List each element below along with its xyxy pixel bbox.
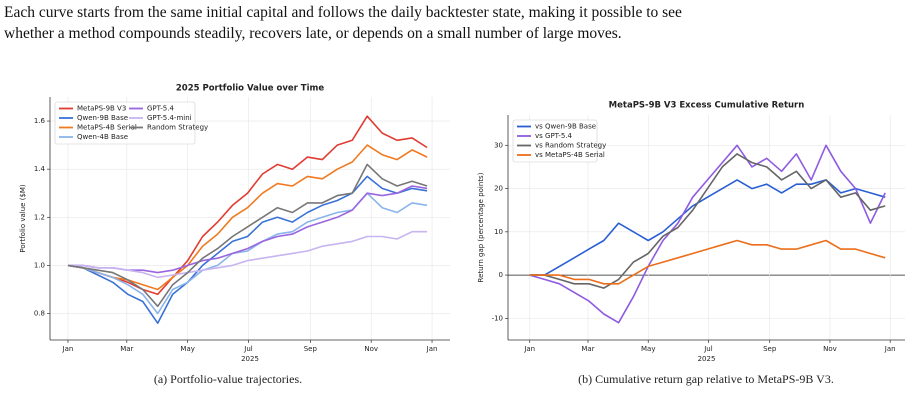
figure-caption: (b) Cumulative return gap relative to Me…	[578, 372, 834, 386]
y-axis-label: Portfolio value ($M)	[19, 184, 27, 253]
series-line	[67, 192, 428, 315]
paragraph: Each curve starts from the same initial …	[4, 2, 682, 44]
legend-label: MetaPS-4B Serial	[77, 124, 137, 132]
x-axis-label: 2025	[241, 355, 259, 363]
legend-label: vs GPT-5.4	[535, 132, 572, 140]
x-tick-label: Sep	[304, 345, 318, 353]
y-tick-label: 0	[499, 271, 503, 279]
paragraph-line: Each curve starts from the same initial …	[4, 4, 682, 21]
x-tick-label: Nov	[823, 345, 837, 353]
chart-title: MetaPS-9B V3 Excess Cumulative Return	[609, 101, 805, 111]
legend-label: GPT-5.4-mini	[147, 114, 192, 122]
y-tick-label: 1.4	[34, 165, 46, 173]
legend-label: GPT-5.4	[147, 105, 174, 113]
x-axis-label: 2025	[698, 355, 716, 363]
x-tick-label: Jan	[426, 345, 438, 353]
y-tick-label: 30	[494, 141, 503, 149]
legend-label: Random Strategy	[147, 124, 208, 132]
series-line	[68, 230, 428, 279]
x-tick-label: May	[641, 345, 655, 353]
legend-label: Qwen-9B Base	[77, 114, 128, 122]
series-line	[67, 115, 428, 296]
x-tick-label: Jan	[884, 345, 896, 353]
y-tick-label: 10	[494, 228, 503, 236]
legend-label: vs MetaPS-4B Serial	[535, 151, 605, 159]
series-line	[529, 153, 886, 289]
x-tick-label: Jul	[243, 345, 253, 353]
x-tick-label: Jan	[523, 345, 535, 353]
x-tick-label: Sep	[763, 345, 777, 353]
x-tick-label: Jul	[703, 345, 713, 353]
x-tick-label: Mar	[120, 345, 133, 353]
legend-box	[54, 101, 196, 145]
y-tick-label: 1.2	[34, 213, 45, 221]
legend-label: MetaPS-9B V3	[77, 105, 126, 113]
y-tick-label: 20	[494, 185, 503, 193]
chart-title: 2025 Portfolio Value over Time	[176, 84, 325, 94]
series-line	[529, 179, 886, 276]
x-tick-label: Nov	[364, 345, 378, 353]
y-tick-label: 1.6	[34, 117, 46, 125]
y-tick-label: -10	[492, 314, 503, 322]
y-tick-label: 0.8	[34, 310, 45, 318]
series-line	[529, 144, 886, 324]
legend-box	[512, 119, 598, 163]
y-tick-label: 1.0	[34, 261, 45, 269]
legend-label: Qwen-4B Base	[77, 133, 128, 141]
x-tick-label: Jan	[62, 345, 74, 353]
series-line	[67, 175, 428, 324]
paragraph-line: whether a method compounds steadily, rec…	[4, 25, 622, 42]
series-line	[529, 239, 886, 285]
y-axis-label: Return gap (percentage points)	[477, 172, 485, 282]
x-tick-label: Mar	[581, 345, 594, 353]
figure-caption: (a) Portfolio-value trajectories.	[154, 372, 302, 386]
legend-label: vs Qwen-9B Base	[535, 123, 596, 131]
series-line	[67, 163, 428, 308]
x-tick-label: May	[180, 345, 194, 353]
legend-label: vs Random Strategy	[535, 142, 606, 150]
